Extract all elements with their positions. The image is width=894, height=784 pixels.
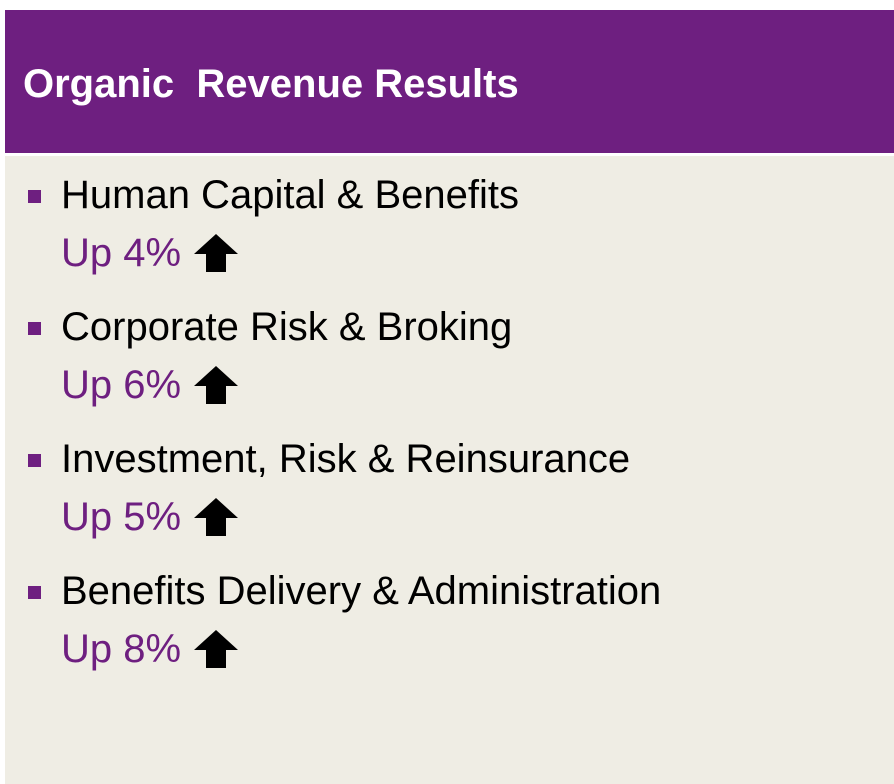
up-arrow xyxy=(194,630,239,668)
bullet xyxy=(28,586,41,599)
header-bar: Organic Revenue Results xyxy=(5,10,894,153)
change-row: Up 4% xyxy=(61,228,239,278)
change-text: Up 4% xyxy=(61,231,182,275)
arrow-shape xyxy=(194,366,239,404)
change-row: Up 8% xyxy=(61,624,239,674)
bullet xyxy=(28,190,41,203)
arrow-shape xyxy=(194,630,239,668)
title: Organic Revenue Results xyxy=(23,62,519,106)
up-arrow xyxy=(194,366,239,404)
arrow-shape xyxy=(194,498,239,536)
up-arrow xyxy=(194,498,239,536)
content-area: Human Capital & Benefits Up 4% Corporate R… xyxy=(5,156,894,784)
item-label: Benefits Delivery & Administration xyxy=(61,569,662,613)
change-text: Up 6% xyxy=(61,363,182,407)
item-label: Corporate Risk & Broking xyxy=(61,305,513,349)
item-label: Investment, Risk & Reinsurance xyxy=(61,437,631,481)
bullet xyxy=(28,454,41,467)
change-text: Up 5% xyxy=(61,495,182,539)
item-label: Human Capital & Benefits xyxy=(61,173,520,217)
change-row: Up 6% xyxy=(61,360,239,410)
change-text: Up 8% xyxy=(61,627,182,671)
up-arrow xyxy=(194,234,239,272)
change-row: Up 5% xyxy=(61,492,239,542)
arrow-shape xyxy=(194,234,239,272)
bullet xyxy=(28,322,41,335)
